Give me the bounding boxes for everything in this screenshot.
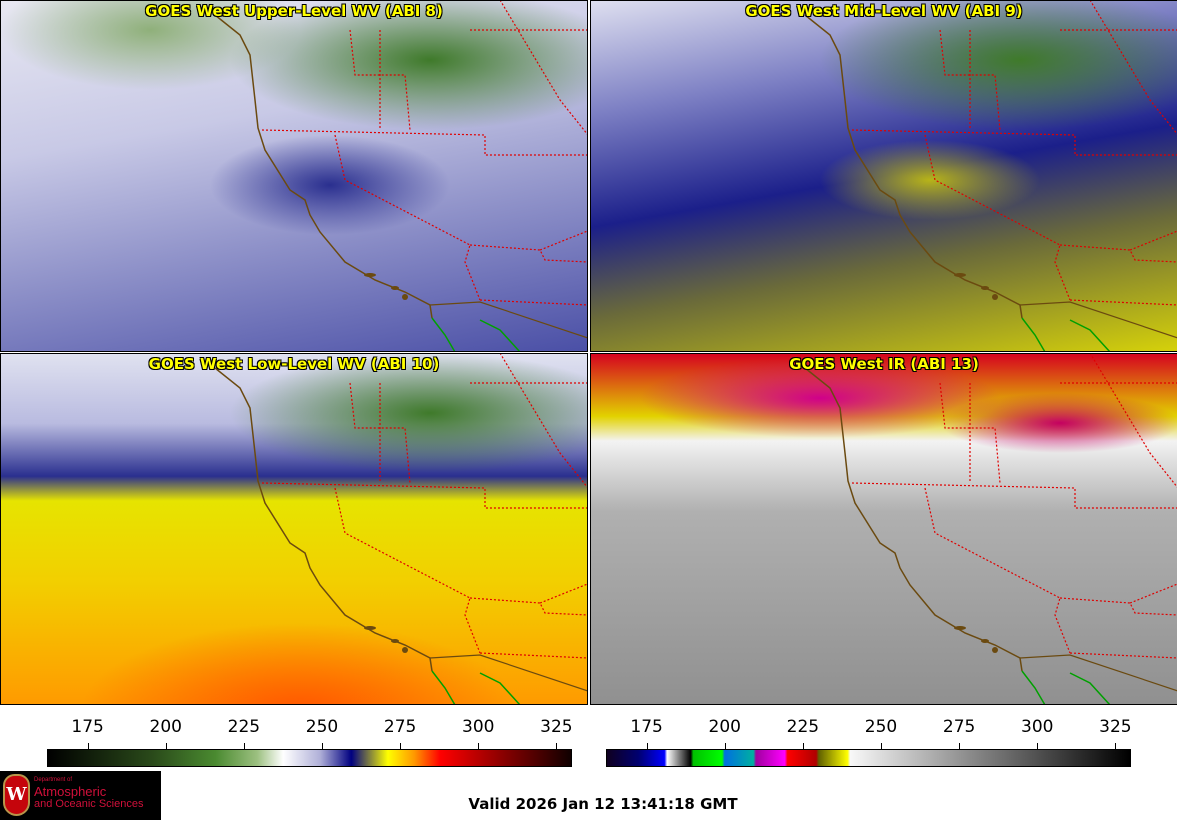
colorbar-tick-label: 300: [1021, 717, 1054, 737]
map-overlay: [214, 0, 588, 352]
colorbar-tick: [165, 743, 167, 749]
colorbar-tick-label: 175: [630, 717, 663, 737]
colorbar-tick-label: 225: [227, 717, 261, 737]
map-overlay: [214, 353, 588, 705]
colorbar-tick: [1115, 743, 1117, 749]
panel-low-level-wv: GOES West Low-Level WV (ABI 10): [0, 353, 588, 705]
panel-upper-level-wv: GOES West Upper-Level WV (ABI 8): [0, 0, 588, 352]
colorbar-tick: [1037, 743, 1039, 749]
aos-logo: W Department of Atmospheric and Oceanic …: [0, 771, 161, 820]
panel-title: GOES West IR (ABI 13): [789, 355, 979, 373]
wv-colorbar: [47, 749, 572, 767]
logo-line3: and Oceanic Sciences: [34, 798, 144, 810]
colorbar-tick-label: 275: [383, 717, 417, 737]
panel-title: GOES West Mid-Level WV (ABI 9): [745, 2, 1023, 20]
panel-mid-level-wv: GOES West Mid-Level WV (ABI 9): [590, 0, 1177, 352]
colorbar-tick: [322, 743, 323, 749]
ir-colorbar: [606, 749, 1131, 767]
colorbar-tick-label: 225: [786, 717, 820, 737]
colorbar-tick: [478, 743, 480, 749]
colorbar-tick-label: 250: [305, 717, 339, 737]
colorbar-tick: [400, 743, 402, 749]
colorbar-tick: [556, 743, 558, 749]
colorbar-tick-label: 200: [708, 717, 741, 737]
colorbar-tick-label: 325: [1099, 717, 1132, 737]
map-overlay: [804, 0, 1177, 352]
colorbar-tick-label: 300: [462, 717, 495, 737]
colorbar-tick-label: 175: [71, 717, 104, 737]
colorbar-tick-label: 325: [540, 717, 573, 737]
panel-ir: GOES West IR (ABI 13): [590, 353, 1177, 705]
colorbar-tick: [87, 743, 89, 749]
logo-line1: Department of: [34, 777, 73, 783]
panel-title: GOES West Upper-Level WV (ABI 8): [145, 2, 443, 20]
panel-title: GOES West Low-Level WV (ABI 10): [148, 355, 440, 373]
colorbar-tick: [881, 743, 882, 749]
valid-time: Valid 2026 Jan 12 13:41:18 GMT: [468, 795, 738, 813]
colorbar-tick: [959, 743, 961, 749]
colorbar-tick-label: 275: [942, 717, 976, 737]
colorbar-tick: [724, 743, 726, 749]
colorbar-tick: [802, 743, 804, 749]
colorbar-tick-label: 200: [149, 717, 182, 737]
colorbar-tick-label: 250: [864, 717, 898, 737]
uw-seal-icon: W: [3, 774, 30, 816]
map-overlay: [804, 353, 1177, 705]
colorbar-tick: [243, 743, 245, 749]
logo-line2: Atmospheric: [34, 784, 107, 799]
colorbar-tick: [646, 743, 648, 749]
